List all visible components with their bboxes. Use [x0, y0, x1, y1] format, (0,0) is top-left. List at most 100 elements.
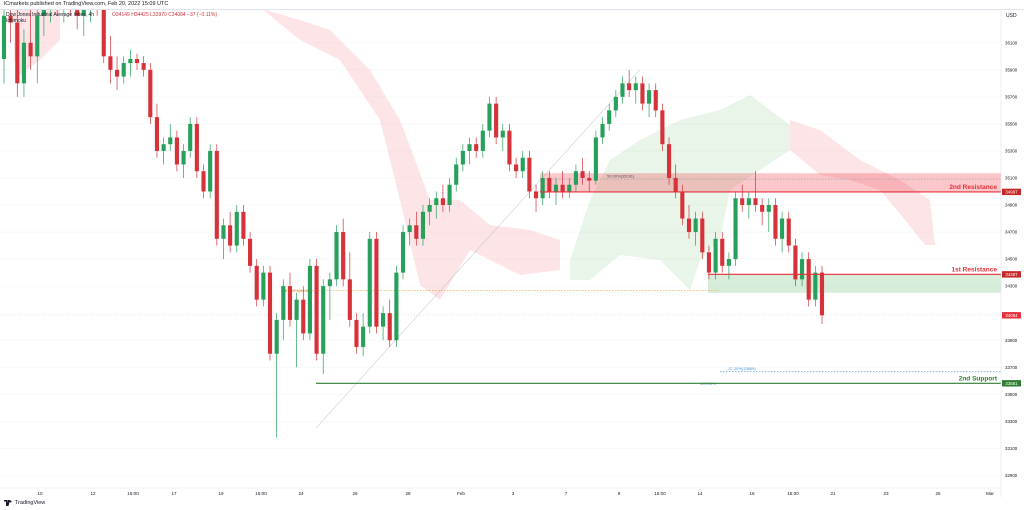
x-tick-label: 16 [749, 491, 755, 496]
indicator-label[interactable]: Ichimoku [6, 18, 27, 24]
symbol-name[interactable]: Dow Jones Industrial Average Index, 4h [6, 12, 95, 18]
candle-body [786, 218, 791, 246]
y-tick-label: 33700 [1005, 365, 1018, 370]
x-tick-label: 12 [90, 491, 96, 496]
x-tick-label: 24 [298, 491, 304, 496]
candle-body [267, 272, 273, 354]
candle-body [547, 177, 552, 192]
candle-body [341, 232, 346, 280]
candle-body [533, 191, 539, 199]
candle-body [420, 211, 426, 239]
candle-body [134, 59, 140, 64]
y-tick-label: 33500 [1005, 392, 1018, 397]
y-tick-label: 35500 [1005, 122, 1018, 127]
candle-body [128, 59, 133, 64]
x-tick-label: 7 [565, 491, 568, 496]
candle-body [487, 103, 492, 131]
fib-ext-label: -27.20%(33669) [727, 366, 756, 371]
candle-body [806, 259, 811, 300]
candle-body [573, 171, 578, 185]
candle-body [194, 123, 199, 172]
candle-body [540, 177, 545, 199]
tradingview-logo: TradingView [4, 500, 45, 506]
candle-body [307, 265, 312, 334]
y-tick-label: 33100 [1005, 446, 1018, 451]
candle-body [347, 279, 352, 320]
candle-body [427, 205, 432, 212]
candle-body [813, 272, 818, 300]
x-tick-label: 19 [218, 491, 224, 496]
tradingview-brand: TradingView [15, 500, 46, 506]
candle-body [121, 63, 126, 77]
candle-body [593, 137, 598, 181]
fib-50-label: 50.00%(35091) [607, 174, 635, 179]
candle-body [174, 137, 179, 165]
candle-body [161, 144, 166, 151]
candle-body [740, 198, 745, 206]
candle-body [726, 259, 731, 266]
resistance-2-label: 2nd Resistance [949, 184, 997, 191]
candle-body [201, 171, 206, 192]
y-tick-label: 33300 [1005, 419, 1018, 424]
candle-body [460, 150, 465, 165]
candle-body [114, 69, 120, 77]
candle-body [514, 164, 519, 172]
x-tick-label: 21 [830, 491, 836, 496]
candle-body [101, 9, 106, 57]
candle-body [553, 184, 559, 192]
price-label-resistance: 34997 [1005, 189, 1018, 194]
candle-body [567, 184, 572, 192]
price-label-box [1002, 312, 1021, 319]
candle-body [799, 259, 805, 280]
candle-body [613, 96, 618, 111]
candle-body [21, 42, 27, 84]
candle-body [520, 157, 525, 172]
ohlc-values: O34149 H34425 L33970 C34084 −37 (−0.11%) [112, 12, 218, 18]
y-tick-label: 34300 [1005, 284, 1018, 289]
candle-body [766, 205, 771, 212]
time-axis[interactable]: 10 12 15:00 17 19 15:00 24 26 28 Feb 3 7 9 15:00 14 16 1… [0, 487, 1001, 496]
candle-body [673, 177, 678, 192]
x-tick-label: 3 [512, 491, 515, 496]
x-tick-label: 15:00 [787, 491, 799, 496]
candle-body [793, 245, 798, 280]
x-tick-label: 15:00 [654, 491, 666, 496]
candle-body [607, 110, 612, 124]
candle-body [434, 198, 439, 206]
fib-61-label: 61.80%(34268) [285, 288, 313, 293]
price-label-box [1002, 188, 1021, 196]
cloud-red [262, 9, 560, 300]
symbol-legend: Dow Jones Industrial Average Index, 4h O… [6, 12, 217, 24]
candle-body [414, 225, 419, 239]
candle-body [819, 272, 825, 316]
candle-body [281, 286, 286, 320]
candle-body [75, 9, 80, 16]
candle-body [274, 319, 279, 354]
publisher-text: lCmarkets published on TradingView.com, … [4, 1, 169, 7]
y-tick-label: 34900 [1005, 203, 1018, 208]
candle-body [381, 313, 386, 327]
candle-body [733, 198, 738, 260]
x-tick-label: 28 [405, 491, 411, 496]
price-axis[interactable]: USD3290033100333003350033700339003410034… [1000, 9, 1021, 497]
candle-body [700, 218, 705, 253]
price-label-box [1002, 271, 1021, 278]
tradingview-icon [4, 500, 12, 506]
candle-body [680, 191, 685, 219]
y-tick-label: 35300 [1005, 149, 1018, 154]
candle-body [653, 90, 658, 111]
y-tick-label: 36100 [1005, 40, 1018, 45]
candle-body [188, 123, 193, 151]
candle-body [35, 15, 40, 57]
candle-body [8, 15, 13, 23]
candle-body [208, 150, 213, 192]
candle-body [500, 130, 505, 138]
candle-body [507, 130, 512, 165]
candle-body [447, 184, 452, 206]
candle-body [580, 171, 585, 178]
candle-body [627, 83, 632, 91]
resistance-zone-1 [708, 274, 1001, 293]
candle-body [467, 144, 472, 151]
candles [1, 0, 825, 438]
